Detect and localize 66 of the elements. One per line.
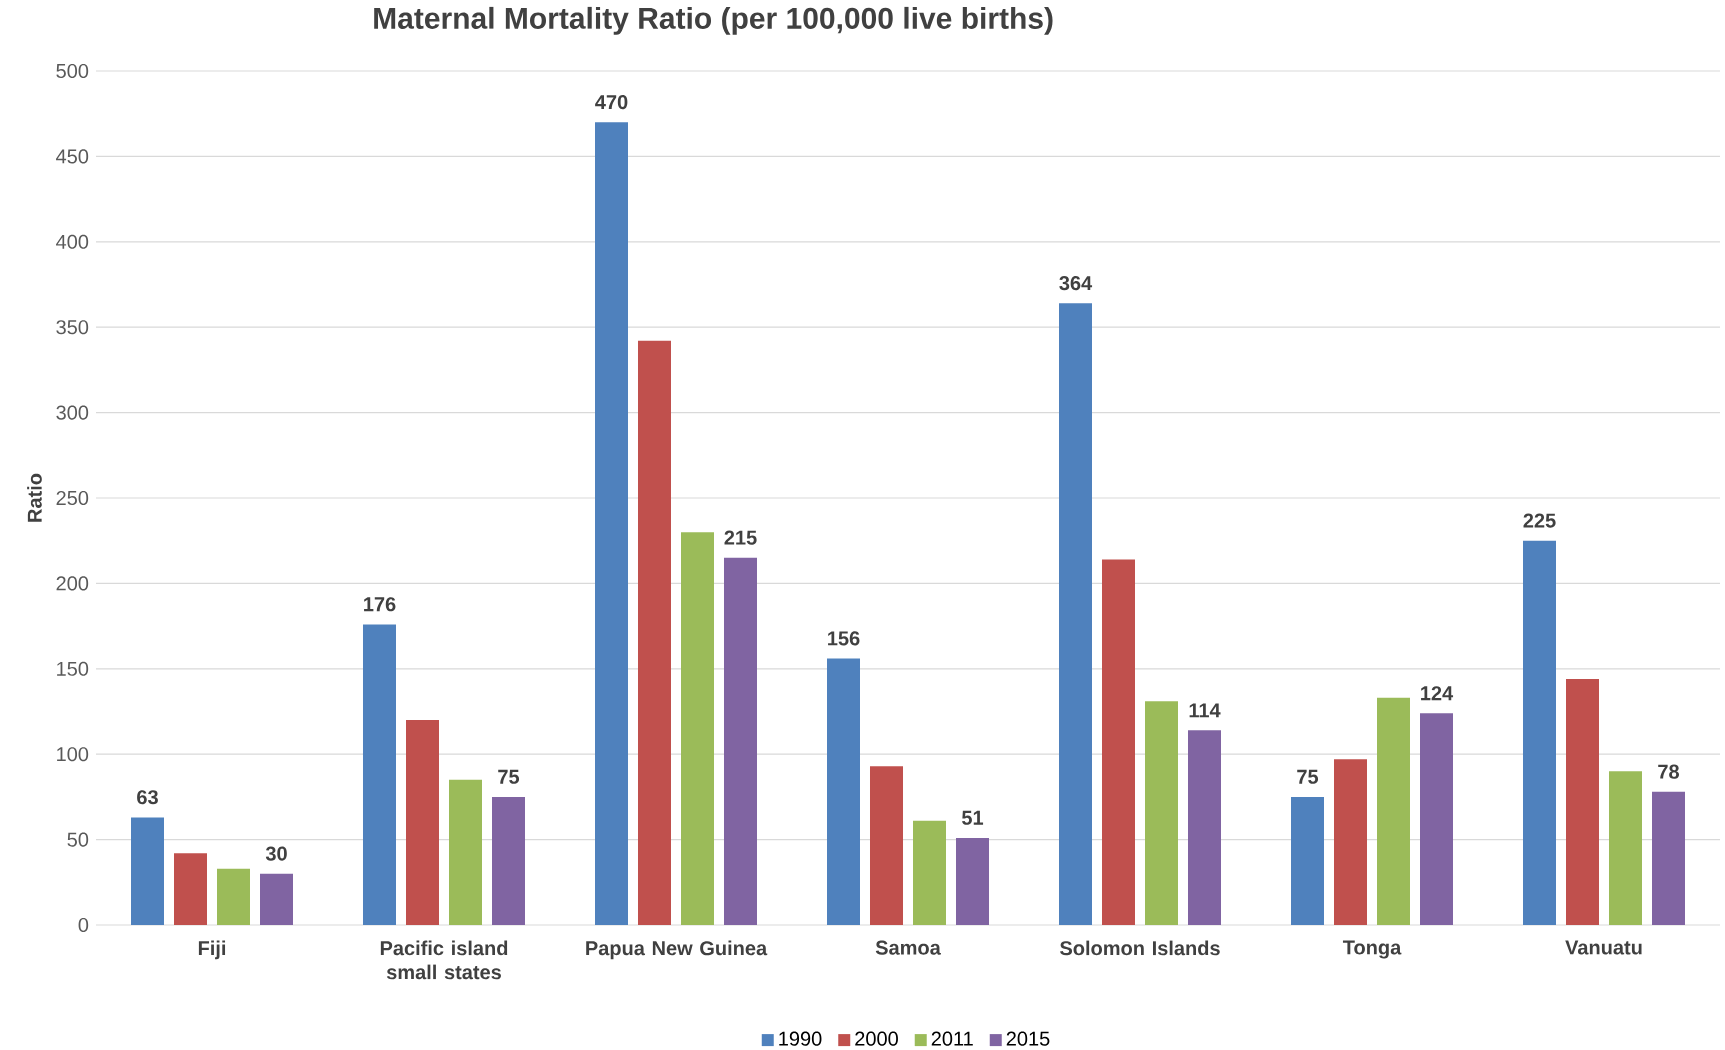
bar: [406, 720, 439, 925]
bar: [217, 868, 250, 925]
x-tick-label: Tonga: [1342, 940, 1402, 959]
bar: [956, 837, 989, 925]
bar: [363, 624, 396, 925]
data-label: 75: [498, 769, 520, 784]
data-label: 51: [962, 810, 984, 825]
y-tick-label: 150: [57, 661, 89, 676]
bar: [1609, 771, 1642, 925]
y-tick-label: 300: [56, 405, 89, 420]
bar: [1523, 540, 1556, 925]
y-tick-label: 500: [56, 63, 89, 79]
bar: [595, 122, 628, 925]
data-label: 30: [265, 846, 287, 861]
y-tick-label: 0: [78, 917, 89, 933]
bar: [1059, 303, 1092, 925]
y-tick-label: 200: [56, 576, 89, 591]
x-tick-label: Vanuatu: [1565, 940, 1642, 955]
bar: [1566, 679, 1599, 925]
bar: [1377, 697, 1410, 925]
bar: [1420, 713, 1453, 925]
bar: [638, 340, 671, 925]
bar: [1334, 759, 1367, 925]
y-tick-label: 350: [56, 320, 89, 335]
x-tick-label: Solomon Islands: [1060, 940, 1220, 956]
x-tick-label: Pacific island small states: [380, 940, 508, 980]
bar: [260, 873, 293, 925]
y-tick-label: 450: [56, 149, 89, 164]
bar: [1102, 559, 1135, 925]
legend-label: 2011: [931, 1031, 973, 1046]
bar: [913, 820, 946, 925]
data-label: 215: [724, 530, 757, 545]
data-label: 156: [828, 631, 860, 646]
bar: [681, 532, 714, 925]
data-label: 470: [595, 95, 628, 110]
bar: [492, 796, 525, 925]
data-label: 364: [1059, 276, 1093, 291]
y-tick-label: 100: [57, 747, 89, 762]
bar: [131, 817, 164, 925]
bar: [174, 853, 207, 925]
data-label: 114: [1189, 703, 1221, 718]
legend-label: 2000: [855, 1031, 898, 1046]
bar: [1291, 796, 1324, 925]
y-tick-label: 400: [56, 234, 89, 249]
data-label: 176: [364, 597, 396, 612]
chart-title: Maternal Mortality Ratio (per 100,000 live births): [374, 6, 1053, 35]
data-label: 225: [1523, 513, 1556, 528]
y-tick-label: 250: [56, 490, 89, 506]
bar: [870, 766, 903, 925]
legend-label: 1990: [779, 1031, 822, 1046]
data-label: 124: [1421, 686, 1454, 701]
bar: [1652, 791, 1685, 925]
data-label: 78: [1658, 764, 1680, 779]
x-tick-label: Fiji: [198, 940, 226, 960]
bar: [724, 557, 757, 925]
y-tick-label: 50: [67, 832, 89, 847]
data-label: 63: [137, 790, 158, 805]
bar: [1145, 701, 1178, 925]
data-label: 75: [1297, 769, 1319, 784]
bar: [827, 658, 860, 925]
x-tick-label: Samoa: [875, 940, 941, 955]
legend-label: 2015: [1006, 1031, 1050, 1046]
y-axis-title: Ratio: [27, 473, 42, 522]
x-tick-label: Papua New Guinea: [586, 940, 768, 960]
bar: [1188, 730, 1221, 925]
bar: [449, 779, 482, 925]
